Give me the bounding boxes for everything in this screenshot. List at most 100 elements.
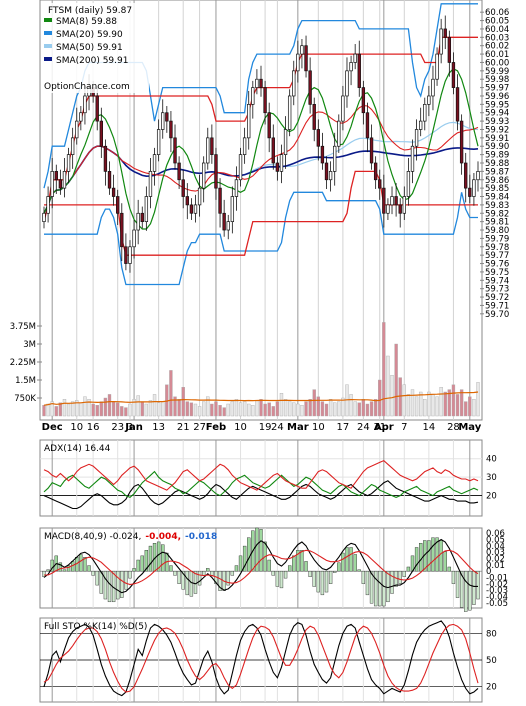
candle-up: [386, 204, 390, 214]
candle-up: [238, 154, 243, 181]
volume-bar: [124, 407, 128, 417]
price-tick-label: 59.70: [485, 310, 509, 320]
volume-bar: [99, 401, 103, 417]
volume-bar: [369, 401, 374, 417]
macd-histogram-bar: [468, 570, 472, 611]
macd-histogram-bar: [128, 570, 132, 579]
macd-title: MACD(8,40,9) -0.024, -0.004, -0.018: [44, 532, 217, 542]
macd-histogram-bar: [386, 570, 390, 603]
price-tick-label: 59.92: [485, 125, 509, 135]
candle-down: [443, 28, 447, 38]
volume-bar: [349, 394, 353, 417]
volume-bar: [292, 402, 296, 417]
volume-bar: [111, 401, 116, 417]
volume-bar: [247, 403, 251, 417]
date-tick-label: 13: [152, 422, 165, 433]
candle-down: [464, 162, 468, 189]
macd-y-ticks: 0.060.050.040.030.020.010-0.01-0.02-0.03…: [486, 529, 508, 609]
candle-down: [308, 70, 312, 105]
candle-up: [128, 246, 132, 264]
candle-down: [103, 145, 108, 172]
candle-up: [230, 196, 235, 222]
date-tick-label: Apr: [374, 422, 394, 433]
candle-up: [341, 95, 345, 122]
volume-bar: [79, 402, 83, 417]
candle-up: [193, 204, 198, 214]
macd-histogram-bar: [369, 570, 374, 604]
volume-bar: [181, 387, 185, 417]
candle-up: [132, 229, 136, 248]
volume-bar: [283, 399, 288, 417]
macd-histogram-bar: [296, 550, 300, 572]
volume-bar: [128, 403, 132, 417]
volume-bar: [263, 403, 267, 417]
macd-histogram-bar: [255, 527, 259, 572]
volume-bar: [75, 400, 79, 417]
candle-down: [189, 204, 194, 214]
candle-up: [206, 137, 210, 164]
macd-histogram-bar: [144, 550, 149, 572]
candle-up: [66, 154, 71, 172]
price-tick-label: 60.05: [485, 17, 509, 27]
sto-tick-label: 50: [486, 656, 497, 666]
macd-histogram-bar: [161, 544, 165, 572]
date-tick-label: 27: [193, 422, 206, 433]
volume-bar: [238, 402, 243, 417]
volume-bar: [353, 401, 357, 417]
macd-histogram-bar: [42, 570, 46, 577]
candle-up: [226, 221, 230, 231]
volume-bar: [242, 401, 247, 417]
macd-histogram-bar: [83, 557, 87, 572]
date-tick-label: May: [458, 422, 481, 433]
volume-bar: [414, 396, 419, 417]
candle-down: [373, 162, 378, 181]
volume-bar: [132, 399, 136, 417]
volume-bar: [472, 399, 476, 417]
candle-down: [271, 137, 275, 164]
macd-histogram-bar: [218, 570, 222, 591]
candle-down: [214, 154, 218, 189]
macd-histogram-bar: [472, 570, 476, 605]
macd-histogram-bar: [242, 545, 247, 572]
volume-bar: [287, 401, 292, 417]
volume-bar: [439, 387, 443, 417]
candle-down: [320, 145, 325, 164]
volume-tick-label: 3M: [23, 340, 36, 350]
candle-up: [300, 45, 304, 55]
volume-bar: [312, 389, 316, 417]
candle-up: [402, 196, 406, 214]
candle-down: [304, 45, 308, 72]
candle-down: [378, 179, 382, 189]
volume-bar: [107, 394, 112, 417]
volume-bar: [259, 399, 263, 417]
volume-bar: [373, 399, 378, 417]
macd-histogram-bar: [185, 570, 189, 596]
macd-histogram-bar: [107, 570, 112, 603]
volume-bar: [267, 402, 271, 417]
volume-tick-label: 1.5M: [15, 376, 36, 386]
macd-histogram-bar: [341, 552, 345, 572]
candle-down: [459, 120, 464, 164]
volume-bar: [70, 401, 75, 417]
candle-up: [406, 171, 411, 197]
candle-down: [165, 112, 169, 122]
adx-line: [43, 480, 479, 510]
volume-bar: [222, 407, 226, 417]
candle-down: [361, 87, 366, 114]
macd-title-main: MACD(8,40,9) -0.024,: [44, 532, 141, 542]
candle-down: [116, 196, 120, 214]
candle-up: [136, 212, 140, 231]
candle-up: [79, 112, 83, 122]
macd-histogram-bar: [316, 570, 320, 593]
volume-bar: [337, 401, 341, 417]
candlesticks: [42, 15, 480, 273]
sto-title: Full STO %K(14) %D(5): [44, 622, 147, 632]
volume-bar: [230, 401, 235, 417]
volume-bar: [333, 402, 337, 417]
macd-histogram-bar: [287, 565, 292, 572]
macd-tick-label: 0.03: [486, 548, 505, 558]
date-tick-label: Mar: [287, 422, 309, 433]
macd-histogram-bar: [382, 570, 386, 607]
candle-up: [161, 112, 165, 130]
candle-down: [210, 137, 214, 155]
